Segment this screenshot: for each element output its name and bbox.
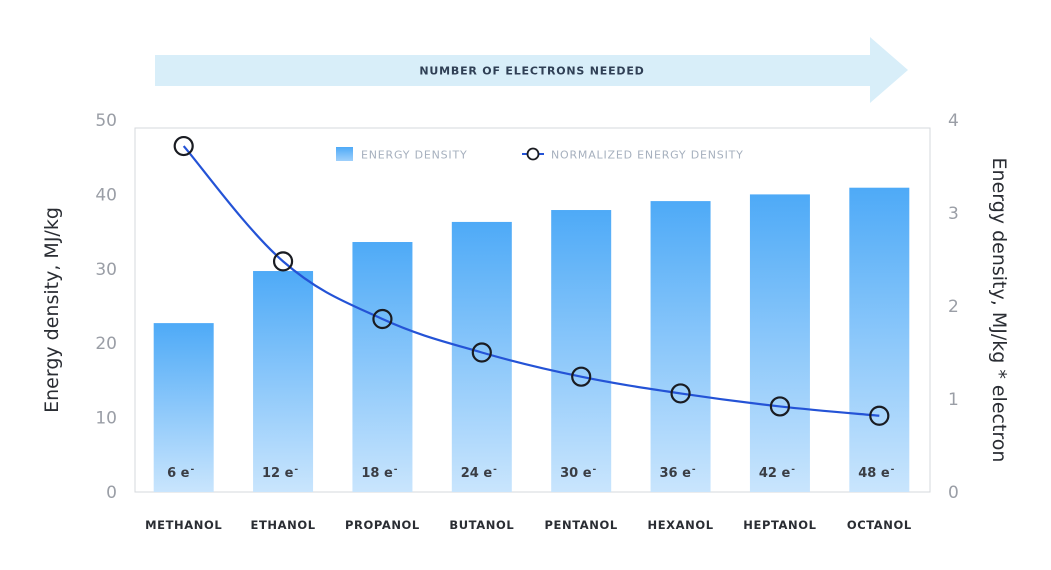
category-label: BUTANOL [449, 518, 514, 532]
category-label: HEXANOL [647, 518, 713, 532]
bar-electron-labels: 6 e- 12 e- 18 e- 24 e- 30 e- 36 e- 42 e- 48 e- [167, 465, 895, 481]
bars [153, 187, 910, 493]
bar-heptanol [749, 194, 810, 492]
electrons-arrow: NUMBER OF ELECTRONS NEEDED [155, 37, 908, 103]
right-tick-label: 4 [948, 111, 959, 131]
left-tick-label: 10 [95, 409, 117, 429]
left-axis-title: Energy density, MJ/kg [41, 207, 63, 413]
right-tick-label: 3 [948, 204, 959, 224]
bar-ethanol [253, 271, 314, 492]
category-label: ETHANOL [250, 518, 315, 532]
line-point-butanol [471, 342, 492, 363]
legend: ENERGY DENSITY NORMALIZED ENERGY DENSITY [336, 147, 744, 162]
right-tick-label: 2 [948, 297, 959, 317]
bar-pentanol [551, 210, 612, 493]
left-tick-label: 20 [95, 334, 117, 354]
normalized-line-series [173, 135, 890, 426]
bar-electron-label: 48 e- [858, 465, 894, 481]
left-tick-label: 0 [106, 483, 117, 503]
bar-electron-label: 42 e- [759, 465, 795, 481]
bar-electron-label: 6 e- [167, 465, 194, 481]
left-tick-label: 30 [95, 260, 117, 280]
bar-electron-label: 18 e- [361, 465, 397, 481]
category-label: PROPANOL [345, 518, 420, 532]
bar-octanol [849, 187, 910, 493]
line-point-octanol [869, 405, 890, 426]
plot-frame [134, 127, 931, 493]
legend-bar-label: ENERGY DENSITY [361, 149, 467, 162]
left-axis-ticks: 0 10 20 30 40 50 [95, 111, 117, 503]
category-label: OCTANOL [847, 518, 912, 532]
line-point-propanol [372, 308, 393, 330]
right-axis-ticks: 0 1 2 3 4 [948, 111, 959, 503]
bar-butanol [451, 221, 512, 493]
right-axis-title: Energy density, MJ/kg * electron [988, 158, 1010, 463]
left-tick-label: 50 [95, 111, 117, 131]
line-point-ethanol [272, 251, 294, 272]
line-point-heptanol [769, 396, 791, 417]
bar-electron-label: 24 e- [461, 465, 497, 481]
legend-marker-swatch [526, 147, 540, 161]
line-point-pentanol [571, 366, 592, 387]
category-label: HEPTANOL [743, 518, 816, 532]
bar-electron-label: 12 e- [262, 465, 298, 481]
arrow-shape [155, 37, 908, 103]
line-point-hexanol [670, 383, 691, 404]
bar-hexanol [650, 201, 711, 492]
legend-line-label: NORMALIZED ENERGY DENSITY [551, 149, 744, 162]
category-label: METHANOL [145, 518, 222, 532]
left-tick-label: 40 [95, 185, 117, 205]
category-labels: METHANOL ETHANOL PROPANOL BUTANOL PENTANOL HE… [145, 518, 912, 532]
category-label: PENTANOL [545, 518, 618, 532]
normalized-energy-line [182, 145, 880, 417]
right-tick-label: 1 [948, 390, 959, 410]
bar-propanol [352, 242, 413, 492]
bar-methanol [153, 323, 214, 492]
bar-electron-label: 30 e- [560, 465, 596, 481]
legend-bar-swatch [336, 147, 353, 161]
arrow-label: NUMBER OF ELECTRONS NEEDED [419, 65, 644, 78]
right-tick-label: 0 [948, 483, 959, 503]
bar-electron-label: 36 e- [659, 465, 695, 481]
line-point-methanol [173, 135, 194, 157]
